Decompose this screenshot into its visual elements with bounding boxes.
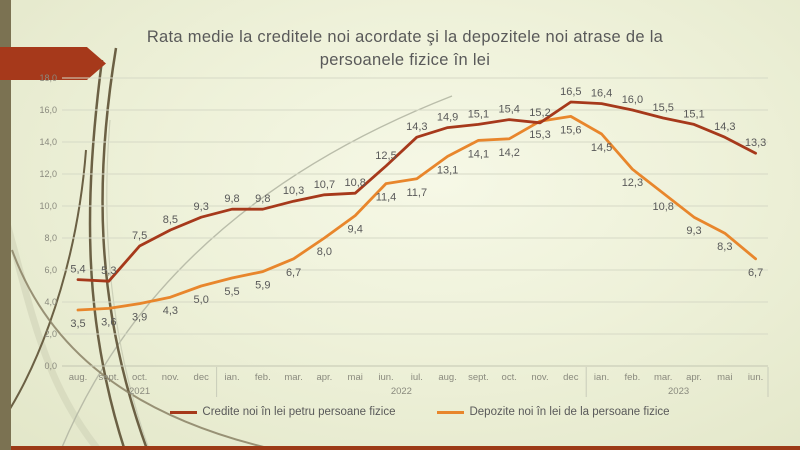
series-line [76, 115, 757, 312]
data-label: 6,7 [286, 267, 301, 279]
month-label: oct. [132, 372, 147, 383]
data-label: 9,3 [194, 201, 209, 213]
month-label: mai [348, 372, 363, 383]
y-tick-label: 16,0 [39, 105, 57, 115]
data-label: 14,5 [591, 142, 612, 154]
data-label: 6,7 [748, 267, 763, 279]
month-label: apr. [686, 372, 702, 383]
month-label: dec [194, 372, 210, 383]
month-label: ian. [224, 372, 239, 383]
data-label: 8,0 [317, 246, 332, 258]
month-label: aug. [438, 372, 457, 383]
y-tick-label: 12,0 [39, 169, 57, 179]
data-label: 5,3 [101, 265, 116, 277]
month-label: mar. [284, 372, 302, 383]
data-label: 5,5 [224, 286, 239, 298]
data-label: 15,1 [683, 108, 704, 120]
data-label: 10,3 [283, 185, 304, 197]
data-label: 14,3 [406, 121, 427, 133]
data-label: 14,9 [437, 112, 458, 124]
month-label: dec [563, 372, 579, 383]
data-label: 11,7 [407, 187, 428, 199]
legend-item-0: Credite noi în lei petru persoane fizice [170, 406, 395, 418]
data-label: 10,7 [314, 179, 335, 191]
data-label: 15,2 [529, 107, 550, 119]
data-label: 11,4 [376, 192, 397, 204]
legend-line-marker [437, 410, 465, 414]
month-label: iun. [378, 372, 393, 383]
y-tick-label: 8,0 [44, 233, 57, 243]
data-label: 3,5 [70, 318, 85, 330]
bottom-edge-strip [11, 446, 800, 450]
chart-title: Rata medie la creditele noi acordate şi … [95, 26, 715, 72]
data-label: 13,3 [745, 137, 766, 149]
data-label: 3,9 [132, 312, 147, 324]
data-label: 8,3 [717, 241, 732, 253]
month-label: apr. [316, 372, 332, 383]
month-label: ian. [594, 372, 609, 383]
data-label: 8,5 [163, 214, 178, 226]
legend-label: Credite noi în lei petru persoane fizice [202, 406, 396, 418]
data-label: 14,3 [714, 121, 735, 133]
data-label: 15,6 [560, 124, 581, 136]
legend-line-marker [170, 410, 198, 414]
data-label: 13,1 [437, 164, 458, 176]
series-line [76, 100, 757, 283]
month-label: feb. [255, 372, 271, 383]
month-label: iul. [411, 372, 423, 383]
legend-item-1: Depozite noi în lei de la persoane fizic… [437, 406, 670, 418]
data-label: 9,8 [224, 193, 239, 205]
data-label: 7,5 [132, 230, 147, 242]
data-label: 15,4 [498, 104, 519, 116]
data-label: 9,4 [348, 224, 363, 236]
data-label: 12,3 [622, 177, 643, 189]
legend-label: Depozite noi în lei de la persoane fizic… [469, 406, 670, 418]
data-label: 16,5 [560, 86, 581, 98]
chart-title-line2: persoanele fizice în lei [319, 51, 491, 70]
y-tick-label: 2,0 [44, 329, 57, 339]
y-tick-label: 6,0 [44, 265, 57, 275]
data-label: 10,8 [652, 201, 673, 213]
month-label: nov. [531, 372, 548, 383]
data-label: 14,2 [498, 147, 519, 159]
chart-legend: Credite noi în lei petru persoane fizice… [40, 401, 800, 423]
y-tick-label: 0,0 [44, 361, 57, 371]
data-label: 10,8 [344, 177, 365, 189]
y-tick-label: 10,0 [39, 201, 57, 211]
data-label: 16,0 [622, 94, 643, 106]
data-label: 16,4 [591, 88, 612, 100]
month-label: mai [717, 372, 732, 383]
data-label: 5,9 [255, 280, 270, 292]
title-arrow-shape [0, 47, 106, 80]
month-label: sept. [98, 372, 119, 383]
data-label: 15,1 [468, 108, 489, 120]
data-label: 15,5 [652, 102, 673, 114]
chart-title-line1: Rata medie la creditele noi acordate şi … [146, 28, 664, 46]
year-label: 2023 [668, 386, 689, 397]
data-label: 14,1 [468, 148, 489, 160]
left-edge-bar [0, 0, 11, 450]
data-label: 12,5 [375, 150, 396, 162]
y-tick-label: 14,0 [39, 137, 57, 147]
data-label: 4,3 [163, 305, 178, 317]
data-label: 5,4 [70, 264, 85, 276]
month-label: mar. [654, 372, 672, 383]
month-label: feb. [624, 372, 640, 383]
month-label: oct. [502, 372, 517, 383]
month-label: iun. [748, 372, 763, 383]
data-label: 15,3 [529, 129, 550, 141]
y-tick-label: 4,0 [44, 297, 57, 307]
month-label: sept. [468, 372, 489, 383]
month-label: nov. [162, 372, 179, 383]
data-label: 9,3 [686, 225, 701, 237]
y-tick-label: 18,0 [39, 73, 57, 83]
data-label: 3,6 [101, 316, 116, 328]
month-label: aug. [69, 372, 88, 383]
year-label: 2021 [129, 386, 150, 397]
data-label: 9,8 [255, 193, 270, 205]
year-label: 2022 [391, 386, 412, 397]
data-label: 5,0 [194, 294, 209, 306]
